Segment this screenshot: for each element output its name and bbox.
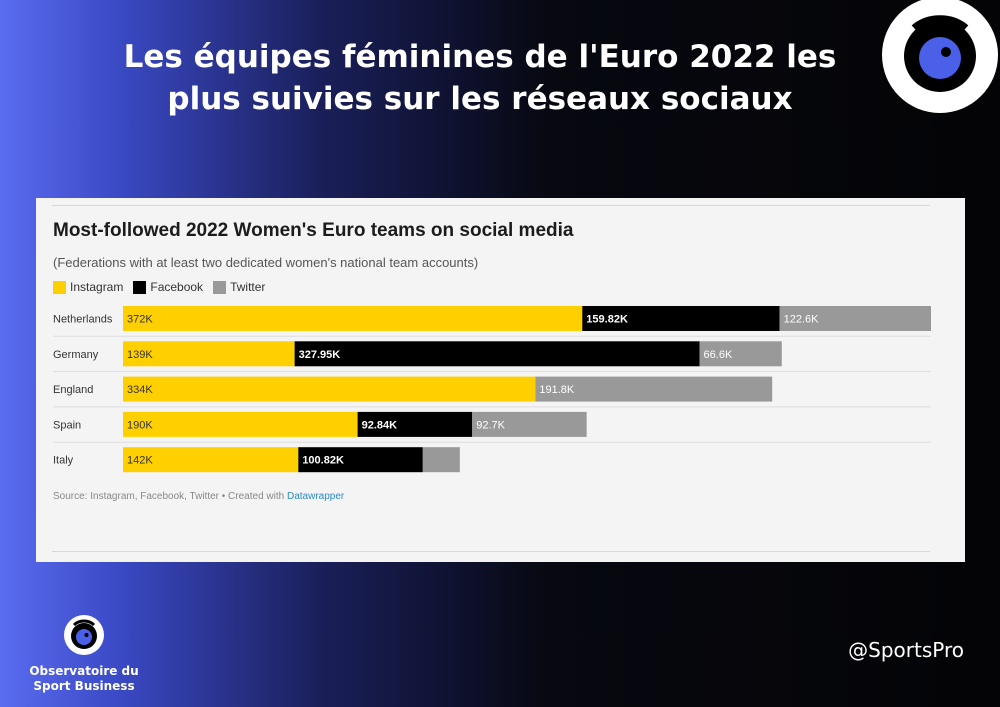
brand-name-line-2: Sport Business — [33, 679, 135, 693]
legend-item-twitter: Twitter — [213, 280, 265, 294]
chart-title: Most-followed 2022 Women's Euro teams on… — [53, 220, 574, 241]
bar-segment-facebook — [294, 341, 700, 367]
bar-value-label: 372K — [127, 314, 153, 326]
bar-value-label: 159.82K — [586, 314, 628, 326]
bar-value-label: 100.82K — [302, 455, 344, 467]
divider — [52, 551, 930, 552]
legend-item-instagram: Instagram — [53, 280, 123, 294]
bar-segment-instagram — [123, 411, 358, 437]
bar-value-label: 190K — [127, 419, 153, 431]
bar-segment-twitter — [779, 306, 931, 331]
bar-value-label: 191.8K — [539, 384, 575, 396]
bar-segment-instagram — [123, 341, 295, 367]
bar-value-label: 66.6K — [704, 349, 733, 361]
social-handle: @SportsPro — [848, 638, 964, 662]
bar-value-label: 142K — [127, 455, 153, 467]
category-label: England — [53, 384, 93, 396]
category-label: Italy — [53, 455, 74, 467]
bar-segment-instagram — [123, 376, 536, 402]
legend-swatch — [213, 280, 227, 294]
legend-label: Facebook — [150, 280, 204, 294]
legend-item-facebook: Facebook — [133, 280, 203, 294]
bar-segment-instagram — [123, 447, 299, 473]
legend-swatch — [53, 280, 66, 294]
bar-segment-twitter — [535, 376, 773, 402]
datawrapper-link[interactable]: Datawrapper — [286, 491, 345, 502]
legend-swatch — [133, 280, 147, 294]
bar-segment-instagram — [123, 306, 583, 331]
bar-segment-twitter — [472, 411, 587, 437]
headline-line-2: plus suivies sur les réseaux sociaux — [167, 81, 793, 117]
bar-value-label: 122.6K — [784, 314, 820, 326]
chart-card: Most-followed 2022 Women's Euro teams on… — [36, 198, 965, 562]
eye-logo-icon — [64, 615, 104, 655]
chart-source: Source: Instagram, Facebook, Twitter • C… — [53, 491, 344, 502]
brand-block: Observatoire du Sport Business — [22, 614, 146, 694]
bar-segment-facebook — [357, 411, 473, 437]
eye-logo-icon — [882, 0, 998, 113]
chart-legend: Instagram Facebook Twitter — [53, 280, 275, 294]
bar-segment-facebook — [298, 447, 423, 473]
bar-value-label: 92.7K — [476, 419, 505, 431]
bar-value-label: 92.84K — [362, 419, 398, 431]
legend-label: Instagram — [70, 280, 124, 294]
brand-name-line-1: Observatoire du — [29, 664, 139, 678]
legend-label: Twitter — [230, 280, 266, 294]
bar-segment-twitter — [699, 341, 782, 367]
category-label: Germany — [53, 349, 99, 361]
source-text: Source: Instagram, Facebook, Twitter • C… — [53, 491, 287, 502]
chart-subtitle: (Federations with at least two dedicated… — [53, 255, 479, 270]
bar-value-label: 327.95K — [299, 349, 341, 361]
bar-value-label: 334K — [127, 384, 153, 396]
bar-plot: Netherlands 372K 159.82K 122.6K Germany 139K 3… — [53, 306, 931, 473]
category-label: Spain — [53, 419, 81, 431]
bar-segment-facebook — [582, 306, 780, 331]
headline: Les équipes féminines de l'Euro 2022 les… — [80, 36, 880, 120]
headline-line-1: Les équipes féminines de l'Euro 2022 les — [123, 39, 837, 75]
divider — [52, 205, 930, 206]
bar-segment-twitter — [422, 447, 460, 473]
bar-value-label: 139K — [127, 349, 153, 361]
category-label: Netherlands — [53, 314, 113, 326]
